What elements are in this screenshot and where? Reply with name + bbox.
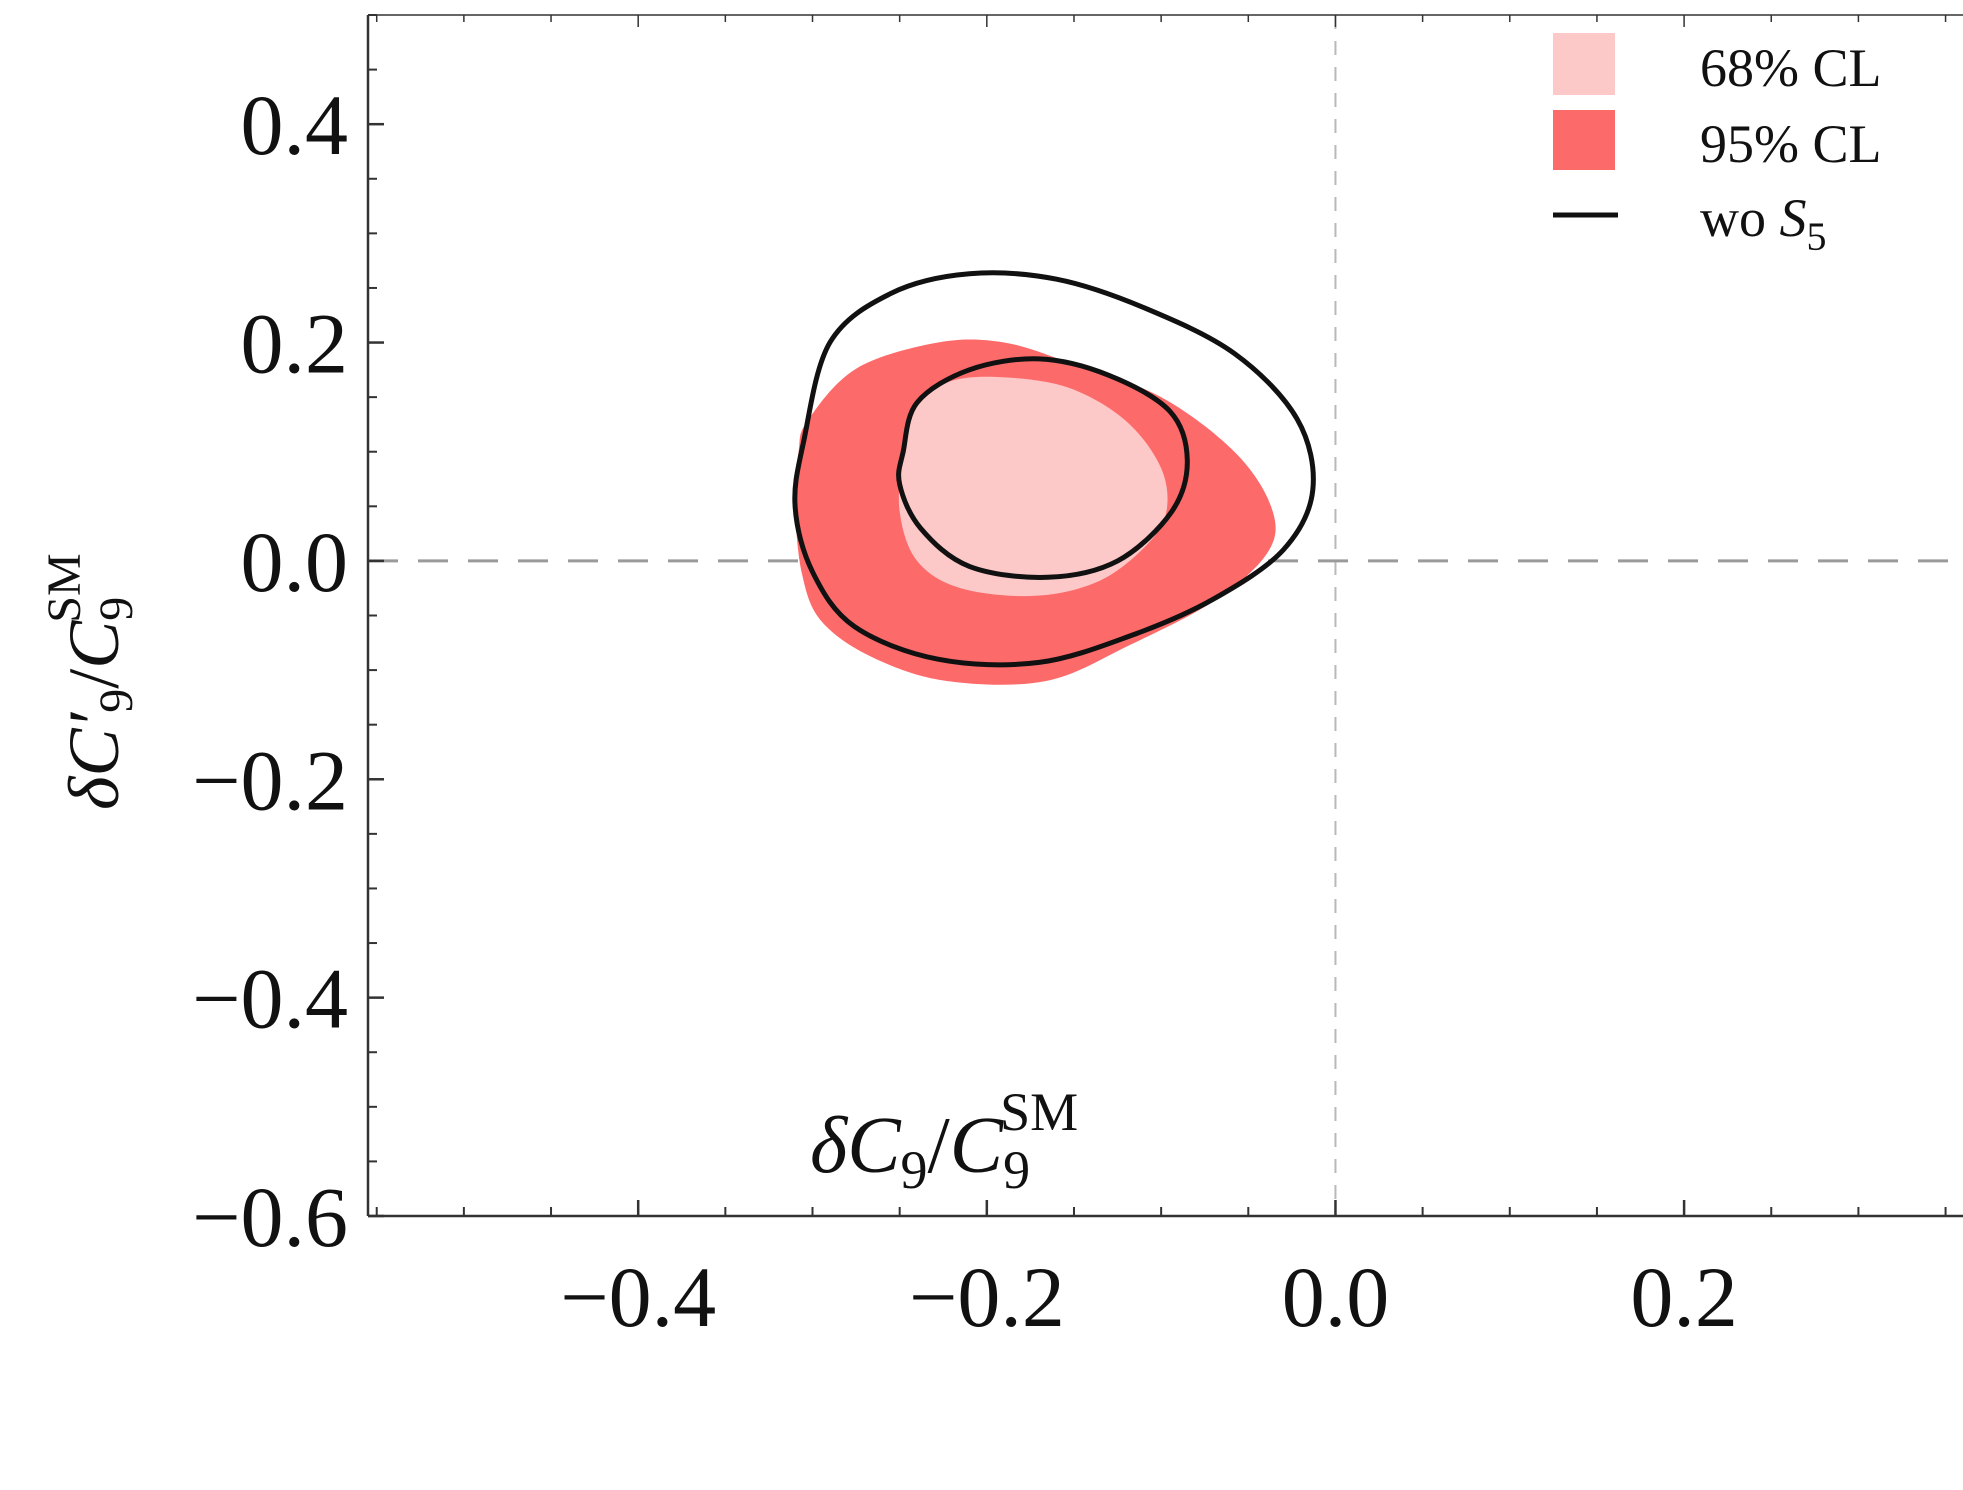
y-tick-label: −0.6 <box>192 1169 348 1265</box>
y-tick-label: 0.2 <box>241 296 349 392</box>
x-label-main2: C <box>950 1102 1005 1190</box>
series-layer <box>792 270 1316 685</box>
legend-label-wo-s5: wo S5 <box>1700 188 1827 259</box>
y-label-main2: C <box>54 620 134 669</box>
contour-wo-s5-inner <box>896 356 1190 580</box>
legend-swatch-68 <box>1553 33 1615 95</box>
ticks-layer: −0.4 −0.2 0.0 0.2 0.4 0.2 0.0 −0.2 −0.4 −0.6 <box>192 14 1947 1345</box>
x-label-main: C <box>847 1102 902 1190</box>
region-68-cl <box>898 376 1168 597</box>
y-label-sub: 9 <box>90 689 143 713</box>
y-tick-label: 0.4 <box>241 77 349 173</box>
x-tick-label: 0.2 <box>1630 1249 1738 1345</box>
x-tick-label: −0.4 <box>560 1249 716 1345</box>
x-axis-label: δC9/C9SM <box>810 1082 1078 1200</box>
y-tick-label: 0.0 <box>241 514 349 610</box>
x-label-sep: / <box>928 1102 951 1190</box>
y-label-sup2: SM <box>38 553 91 622</box>
x-label-sup2: SM <box>1000 1082 1078 1142</box>
y-label-prefix: δ <box>54 775 134 810</box>
legend-swatch-95 <box>1553 110 1615 170</box>
x-tick-label: 0.0 <box>1282 1249 1390 1345</box>
y-label-sep: / <box>54 669 134 689</box>
legend-label-95: 95% CL <box>1700 114 1882 174</box>
y-label-sub2: 9 <box>90 597 143 621</box>
x-label-sub: 9 <box>901 1140 928 1200</box>
x-tick-label: −0.2 <box>909 1249 1065 1345</box>
x-label-prefix: δ <box>810 1102 849 1190</box>
legend: 68% CL 95% CL wo S5 <box>1553 33 1882 259</box>
legend-label-s: S <box>1780 188 1807 248</box>
x-label-sub2: 9 <box>1003 1140 1030 1200</box>
legend-label-68: 68% CL <box>1700 38 1882 98</box>
y-label-main: C′ <box>54 712 134 777</box>
legend-label-sub: 5 <box>1807 214 1827 259</box>
y-tick-label: −0.4 <box>192 951 348 1047</box>
contour-wo-s5-outer <box>792 270 1316 668</box>
y-axis-label: δC′9/C9SM <box>38 553 143 810</box>
y-axis-label-group: δC′9/C9SM <box>38 553 143 810</box>
legend-label-wo: wo <box>1700 188 1780 248</box>
y-tick-label: −0.2 <box>192 732 348 828</box>
